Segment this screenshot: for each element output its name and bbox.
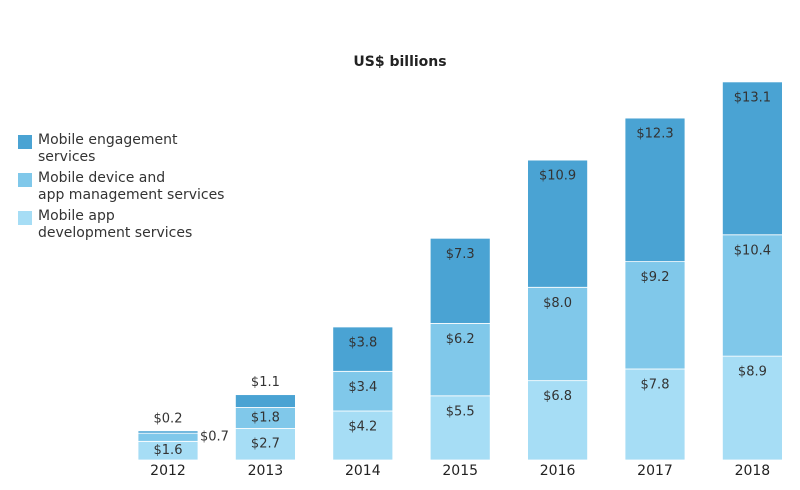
- value-label: $8.9: [738, 365, 767, 380]
- bar-segment: [429, 237, 491, 324]
- legend-swatch: [18, 173, 32, 187]
- bar-segment: [234, 394, 296, 408]
- x-tick-label: 2012: [150, 463, 186, 479]
- value-label: $8.0: [543, 296, 572, 311]
- bar-segment: [722, 81, 783, 236]
- bar-segment: [624, 368, 686, 461]
- x-tick-label: 2016: [540, 463, 576, 479]
- legend-label: Mobile app development services: [38, 208, 193, 241]
- x-tick-label: 2015: [442, 463, 478, 479]
- value-label: $1.1: [251, 375, 280, 390]
- legend: Mobile engagement services Mobile device …: [18, 132, 224, 246]
- value-label: $6.8: [543, 389, 572, 404]
- value-label: $2.7: [251, 437, 280, 452]
- x-tick-label: 2013: [248, 463, 284, 479]
- bar-segment: [527, 380, 588, 461]
- value-label: $0.7: [200, 430, 229, 445]
- bar-segment: [527, 286, 588, 382]
- bar-segment: [429, 323, 491, 397]
- value-label: $5.5: [446, 404, 475, 419]
- value-label: $6.2: [446, 332, 475, 347]
- bar-segment: [722, 234, 783, 357]
- value-label: $7.8: [641, 377, 670, 392]
- chart-title: US$ billions: [353, 54, 446, 70]
- value-label: $12.3: [636, 127, 673, 142]
- bar-segment: [137, 432, 199, 442]
- value-label: $10.9: [539, 169, 576, 184]
- bar-segment: [137, 430, 199, 434]
- legend-item: Mobile device and app management service…: [18, 170, 224, 204]
- legend-label: Mobile engagement services: [38, 132, 178, 165]
- legend-swatch: [18, 211, 32, 225]
- value-label: $3.8: [348, 335, 377, 350]
- bar-segment: [332, 326, 394, 372]
- value-label: $4.2: [348, 419, 377, 434]
- legend-item: Mobile engagement services: [18, 132, 224, 166]
- bar-segment: [527, 159, 588, 288]
- x-tick-label: 2014: [345, 463, 381, 479]
- value-label: $9.2: [641, 270, 670, 285]
- value-label: $10.4: [734, 243, 771, 258]
- bar-segment: [429, 395, 491, 461]
- value-label: $7.3: [446, 247, 475, 262]
- bar-segment: [332, 410, 394, 461]
- bar-segment: [722, 355, 783, 461]
- legend-label: Mobile device and app management service…: [38, 170, 225, 203]
- x-tick-label: 2017: [637, 463, 673, 479]
- bar-segment: [624, 261, 686, 370]
- x-tick-label: 2018: [735, 463, 771, 479]
- value-label: $1.6: [154, 443, 183, 458]
- value-label: $13.1: [734, 90, 771, 105]
- bar-segment: [332, 370, 394, 412]
- bar-segment: [624, 117, 686, 263]
- value-label: $1.8: [251, 410, 280, 425]
- value-label: $0.2: [154, 411, 183, 426]
- legend-swatch: [18, 135, 32, 149]
- legend-item: Mobile app development services: [18, 208, 224, 242]
- value-label: $3.4: [348, 380, 377, 395]
